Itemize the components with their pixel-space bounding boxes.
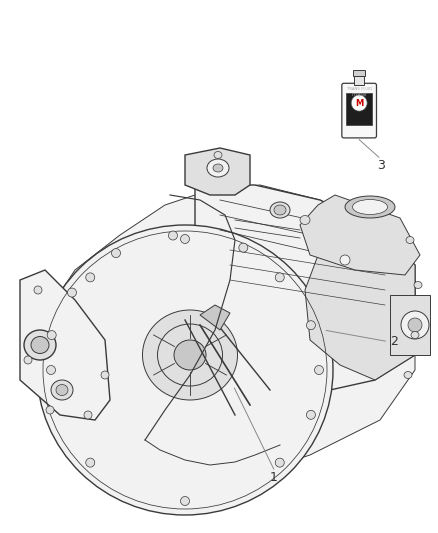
Polygon shape (20, 270, 110, 420)
Ellipse shape (56, 384, 68, 395)
Text: mopar: mopar (351, 92, 367, 97)
Ellipse shape (46, 366, 56, 375)
Ellipse shape (408, 318, 422, 332)
Ellipse shape (180, 497, 190, 505)
Polygon shape (305, 220, 415, 380)
Ellipse shape (112, 248, 120, 257)
Ellipse shape (239, 243, 248, 252)
Ellipse shape (86, 458, 95, 467)
Ellipse shape (411, 332, 419, 338)
Text: TRANS FLUID: TRANS FLUID (346, 87, 372, 91)
Ellipse shape (300, 215, 310, 224)
Text: 3: 3 (377, 159, 385, 172)
Ellipse shape (47, 330, 56, 340)
FancyBboxPatch shape (342, 83, 377, 138)
Ellipse shape (34, 286, 42, 294)
Text: 2: 2 (390, 335, 398, 348)
Ellipse shape (351, 95, 367, 111)
Ellipse shape (404, 372, 412, 378)
Polygon shape (390, 295, 430, 355)
Polygon shape (45, 185, 415, 478)
Ellipse shape (169, 231, 177, 240)
Bar (353, 70, 365, 76)
Ellipse shape (46, 406, 54, 414)
Ellipse shape (414, 281, 422, 288)
Ellipse shape (67, 288, 77, 297)
Polygon shape (195, 185, 415, 395)
Ellipse shape (214, 151, 222, 158)
Ellipse shape (207, 159, 229, 177)
Ellipse shape (101, 371, 109, 379)
Ellipse shape (353, 199, 388, 214)
Ellipse shape (180, 235, 190, 244)
Ellipse shape (31, 336, 49, 353)
Ellipse shape (142, 310, 237, 400)
Ellipse shape (274, 205, 286, 215)
Bar (346, 93, 372, 125)
Ellipse shape (275, 458, 284, 467)
Ellipse shape (307, 410, 315, 419)
Polygon shape (185, 148, 250, 195)
Ellipse shape (270, 202, 290, 218)
Ellipse shape (84, 411, 92, 419)
Ellipse shape (24, 356, 32, 364)
Ellipse shape (275, 273, 284, 282)
Ellipse shape (406, 237, 414, 244)
Ellipse shape (51, 380, 73, 400)
Ellipse shape (158, 324, 223, 386)
Text: 1: 1 (270, 471, 278, 483)
Ellipse shape (340, 255, 350, 265)
Ellipse shape (86, 273, 95, 282)
Ellipse shape (37, 225, 333, 515)
Ellipse shape (24, 330, 56, 360)
Ellipse shape (307, 321, 315, 330)
Ellipse shape (401, 311, 429, 339)
Ellipse shape (345, 196, 395, 218)
Ellipse shape (213, 164, 223, 172)
Ellipse shape (314, 366, 324, 375)
Bar (354, 76, 364, 85)
Ellipse shape (174, 340, 206, 370)
Polygon shape (200, 305, 230, 330)
Text: M: M (355, 99, 363, 108)
Polygon shape (300, 195, 420, 275)
